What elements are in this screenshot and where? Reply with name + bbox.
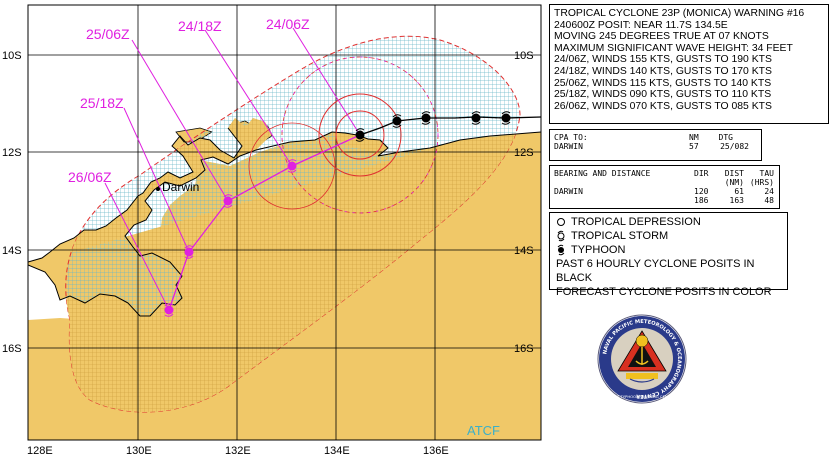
forecast-symbol-25-06z (223, 194, 233, 208)
forecast-symbol-24-18z (287, 159, 297, 173)
legend-note: FORECAST CYCLONE POSITS IN COLOR (556, 286, 772, 298)
typhoon-icon (557, 244, 565, 256)
bearing-tau: 48 (764, 196, 774, 205)
warning-line: 25/06Z, WINDS 115 KTS, GUSTS TO 140 KTS (554, 77, 772, 89)
cpa-header-label: CPA TO: (554, 133, 588, 142)
fc-label-24-06z: 24/06Z (266, 16, 310, 32)
lon-label-136e: 136E (423, 445, 449, 457)
bearing-header-dir: DIR (694, 169, 709, 178)
cpa-header-nm: NM (689, 133, 699, 142)
bearing-dir: 120 (694, 187, 709, 196)
cpa-header-dtg: DTG (718, 133, 733, 142)
lat-label-12s-right: 12S (514, 147, 534, 159)
past-positions (355, 111, 511, 142)
cpa-dtg: 25/082 (720, 142, 749, 151)
typhoon-symbol-past-3 (421, 111, 431, 125)
bearing-place: DARWIN (554, 187, 583, 196)
fc-label-26-06z: 26/06Z (68, 169, 112, 185)
warning-line: 25/18Z, WINDS 090 KTS, GUSTS TO 110 KTS (554, 89, 772, 101)
forecast-positions (164, 159, 297, 317)
typhoon-symbol-past-1 (501, 111, 511, 125)
map-frame (27, 4, 542, 441)
bearing-header-label: BEARING AND DISTANCE (554, 169, 651, 178)
forecast-symbol-26-06z (164, 303, 174, 317)
forecast-pointers (104, 27, 361, 311)
legend-label: TYPHOON (571, 244, 626, 256)
warning-line: TROPICAL CYCLONE 23P (MONICA) WARNING #1… (554, 8, 805, 19)
atcf-watermark: ATCF (467, 423, 500, 438)
legend-label: TROPICAL DEPRESSION (571, 216, 701, 228)
tropical-depression-icon (557, 218, 565, 226)
legend-item-ty: TYPHOON (556, 243, 781, 257)
fc-label-25-06z: 25/06Z (86, 26, 130, 42)
bearing-tau-unit: (HRS) (749, 178, 774, 187)
typhoon-symbol-past-4 (392, 114, 402, 128)
typhoon-symbol-past-2 (471, 111, 481, 125)
storm-track-map: 24/06Z 24/18Z 25/06Z 25/18Z 26/06Z Darwi… (2, 4, 542, 457)
warning-line: 26/06Z, WINDS 070 KTS, GUSTS TO 085 KTS (554, 100, 772, 112)
fc-label-24-18z: 24/18Z (178, 18, 222, 34)
seal-bottom-text: JOINT TYPHOON WARNING CENTER (608, 394, 676, 399)
city-label-darwin: Darwin (162, 180, 199, 194)
lat-label-16s-left: 16S (2, 343, 22, 355)
fc-label-25-18z: 25/18Z (80, 95, 124, 111)
bearing-place (554, 196, 694, 205)
tropical-storm-icon (557, 230, 565, 242)
legend-box: TROPICAL DEPRESSION TROPICAL STORM TYPHO… (549, 212, 788, 298)
warning-line: 24/18Z, WINDS 140 KTS, GUSTS TO 170 KTS (554, 65, 772, 77)
forecast-symbol-25-18z (184, 245, 194, 259)
lon-label-130e: 130E (126, 445, 152, 457)
warning-box: TROPICAL CYCLONE 23P (MONICA) WARNING #1… (549, 4, 829, 124)
legend-item-ts: TROPICAL STORM (556, 229, 781, 243)
lat-label-14s-right: 14S (514, 245, 534, 257)
lat-label-10s-left: 10S (2, 50, 22, 62)
bearing-header-dist: DIST (724, 169, 744, 178)
bearing-tau: 24 (764, 187, 774, 196)
typhoon-symbol-current (355, 128, 365, 142)
bearing-dist: 61 (734, 187, 744, 196)
darwin-marker (156, 187, 160, 191)
warning-line: 240600Z POSIT: NEAR 11.7S 134.5E (554, 19, 728, 31)
lat-label-10s-right: 10S (514, 50, 534, 62)
lat-label-14s-left: 14S (2, 245, 22, 257)
warning-line: MAXIMUM SIGNIFICANT WAVE HEIGHT: 34 FEET (554, 42, 793, 54)
bearing-dir: 186 (694, 196, 709, 205)
bearing-dist-unit: (NM) (724, 178, 744, 187)
bearing-box: BEARING AND DISTANCE DIR DIST TAU (NM) (… (549, 165, 780, 209)
jtwc-seal-logo: NAVAL PACIFIC METEOROLOGY & OCEANOGRAPHY… (597, 314, 687, 404)
lat-label-12s-left: 12S (2, 147, 22, 159)
cpa-box: CPA TO: NM DTG DARWIN 57 25/082 (549, 129, 762, 161)
warning-line: 24/06Z, WINDS 155 KTS, GUSTS TO 190 KTS (554, 54, 772, 66)
warning-line: MOVING 245 DEGREES TRUE AT 07 KNOTS (554, 31, 769, 43)
lon-label-128e: 128E (27, 445, 53, 457)
lon-label-134e: 134E (324, 445, 350, 457)
legend-note: PAST 6 HOURLY CYCLONE POSITS IN BLACK (556, 258, 755, 284)
coastline (28, 127, 541, 317)
wind-radii (248, 56, 439, 214)
legend-label: TROPICAL STORM (571, 230, 669, 242)
legend-item-td: TROPICAL DEPRESSION (556, 215, 781, 229)
cpa-place: DARWIN (554, 142, 583, 151)
lat-lon-grid (28, 5, 541, 440)
lat-label-16s-right: 16S (514, 343, 534, 355)
cpa-nm: 57 (689, 142, 699, 151)
past-track (359, 116, 541, 136)
bearing-header-tau: TAU (759, 169, 774, 178)
lon-label-132e: 132E (225, 445, 251, 457)
bearing-dist: 163 (729, 196, 744, 205)
